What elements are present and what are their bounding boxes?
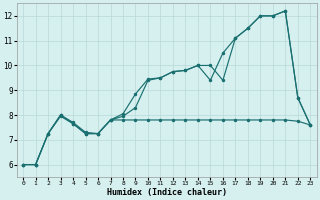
- X-axis label: Humidex (Indice chaleur): Humidex (Indice chaleur): [107, 188, 227, 197]
